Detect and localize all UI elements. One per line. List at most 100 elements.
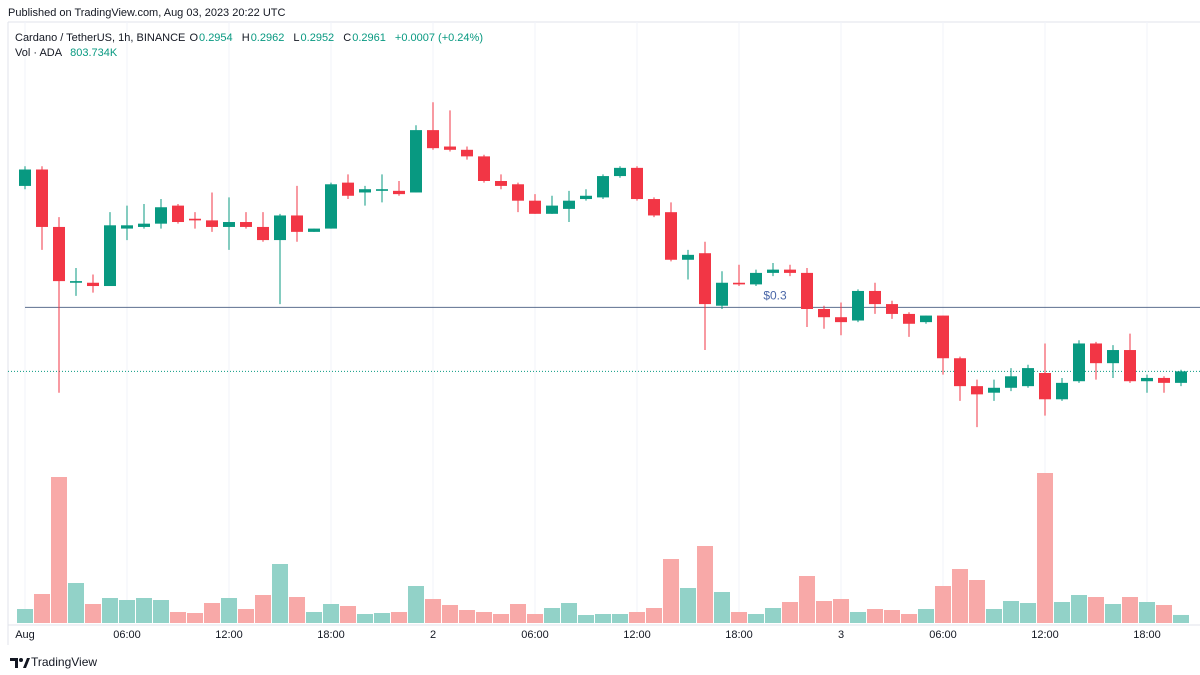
volume-bar: [187, 613, 203, 623]
candle-body: [1141, 377, 1153, 382]
candle-body: [121, 225, 133, 229]
volume-bar: [1122, 597, 1138, 623]
volume-bar: [357, 614, 373, 623]
volume-bar: [884, 610, 900, 623]
candle-body: [648, 199, 660, 216]
x-tick-label: 12:00: [215, 629, 243, 641]
volume-bar: [935, 586, 951, 623]
candle-body: [835, 317, 847, 323]
volume-bar: [1139, 602, 1155, 623]
volume-bar: [765, 608, 781, 623]
volume-bar: [51, 477, 67, 623]
candle-body: [1022, 368, 1034, 387]
x-tick-label: 2: [430, 629, 436, 641]
volume-bar: [714, 592, 730, 623]
volume-bar: [612, 614, 628, 623]
volume-bar: [578, 615, 594, 623]
volume-bar: [306, 612, 322, 623]
candle-body: [138, 223, 150, 227]
volume-bar: [1020, 603, 1036, 623]
volume-bar: [1071, 595, 1087, 623]
volume-bar: [799, 576, 815, 623]
candle-body: [70, 281, 82, 283]
candle-body: [53, 226, 65, 282]
volume-bar: [748, 614, 764, 623]
candle-body: [274, 215, 286, 241]
volume-bar: [119, 600, 135, 623]
volume-bar: [952, 569, 968, 623]
candle-body: [665, 212, 677, 260]
candle-body: [852, 290, 864, 321]
candle-body: [733, 282, 745, 285]
volume-bar: [918, 609, 934, 623]
candle-body: [1090, 343, 1102, 364]
volume-bar: [595, 614, 611, 623]
volume-bar: [323, 604, 339, 623]
volume-bar: [629, 612, 645, 623]
volume-value: 803.734K: [70, 47, 118, 59]
x-tick-label: 3: [838, 629, 844, 641]
volume-bar: [34, 594, 50, 623]
volume-bar: [850, 612, 866, 623]
candle-body: [1175, 371, 1187, 383]
candle-body: [546, 205, 558, 214]
candle-body: [172, 205, 184, 223]
volume-bar: [68, 583, 84, 623]
candle-body: [937, 315, 949, 359]
candle-body: [189, 218, 201, 221]
volume-bar: [1054, 602, 1070, 623]
candle-body: [495, 180, 507, 186]
candle-body: [410, 130, 422, 193]
candle-body: [478, 156, 490, 181]
ohlc-letter: L: [293, 32, 300, 44]
x-tick-label: 06:00: [113, 629, 141, 641]
volume-bar: [425, 599, 441, 623]
candle-body: [308, 228, 320, 232]
volume-bar: [1156, 605, 1172, 623]
candle-body: [869, 290, 881, 305]
legend-row: Cardano / TetherUS, 1h, BINANCE O0.2954 …: [15, 32, 489, 44]
volume-bar: [1037, 473, 1053, 623]
x-tick-label: 06:00: [521, 629, 549, 641]
ohlc-letter: C: [343, 32, 352, 44]
candle-body: [716, 282, 728, 306]
volume-bar: [782, 602, 798, 623]
candle-body: [427, 130, 439, 149]
candle-body: [886, 304, 898, 314]
volume-bar: [391, 612, 407, 623]
change: +0.0007 (+0.24%): [394, 32, 483, 44]
candle-body: [36, 169, 48, 227]
volume-bar: [204, 603, 220, 623]
volume-bar: [289, 597, 305, 623]
candle-body: [19, 169, 31, 186]
candle-body: [971, 386, 983, 395]
candle-body: [1107, 350, 1119, 364]
candle-body: [1073, 343, 1085, 382]
candle-body: [529, 200, 541, 214]
x-tick-label: 06:00: [929, 629, 957, 641]
x-tick-label: 18:00: [725, 629, 753, 641]
candle-body: [1124, 350, 1136, 382]
symbol-title: Cardano / TetherUS, 1h, BINANCE: [15, 32, 186, 44]
candle-body: [920, 315, 932, 323]
candle-body: [801, 272, 813, 310]
candle-body: [784, 269, 796, 273]
candle-body: [1039, 373, 1051, 400]
volume-legend: Vol · ADA 803.734K: [15, 47, 123, 59]
ohlc-letter: O: [189, 32, 199, 44]
candle-body: [954, 358, 966, 387]
candle-body: [359, 189, 371, 193]
candle-body: [291, 215, 303, 232]
volume-bar: [17, 609, 33, 623]
footer-brand: TradingView: [31, 655, 97, 669]
volume-bar: [493, 614, 509, 623]
x-tick-label: 12:00: [1031, 629, 1059, 641]
volume-bar: [986, 609, 1002, 623]
candle-body: [393, 190, 405, 195]
candle-body: [104, 225, 116, 287]
volume-bar: [1105, 604, 1121, 623]
volume-bar: [255, 595, 271, 623]
candle-body: [444, 146, 456, 150]
